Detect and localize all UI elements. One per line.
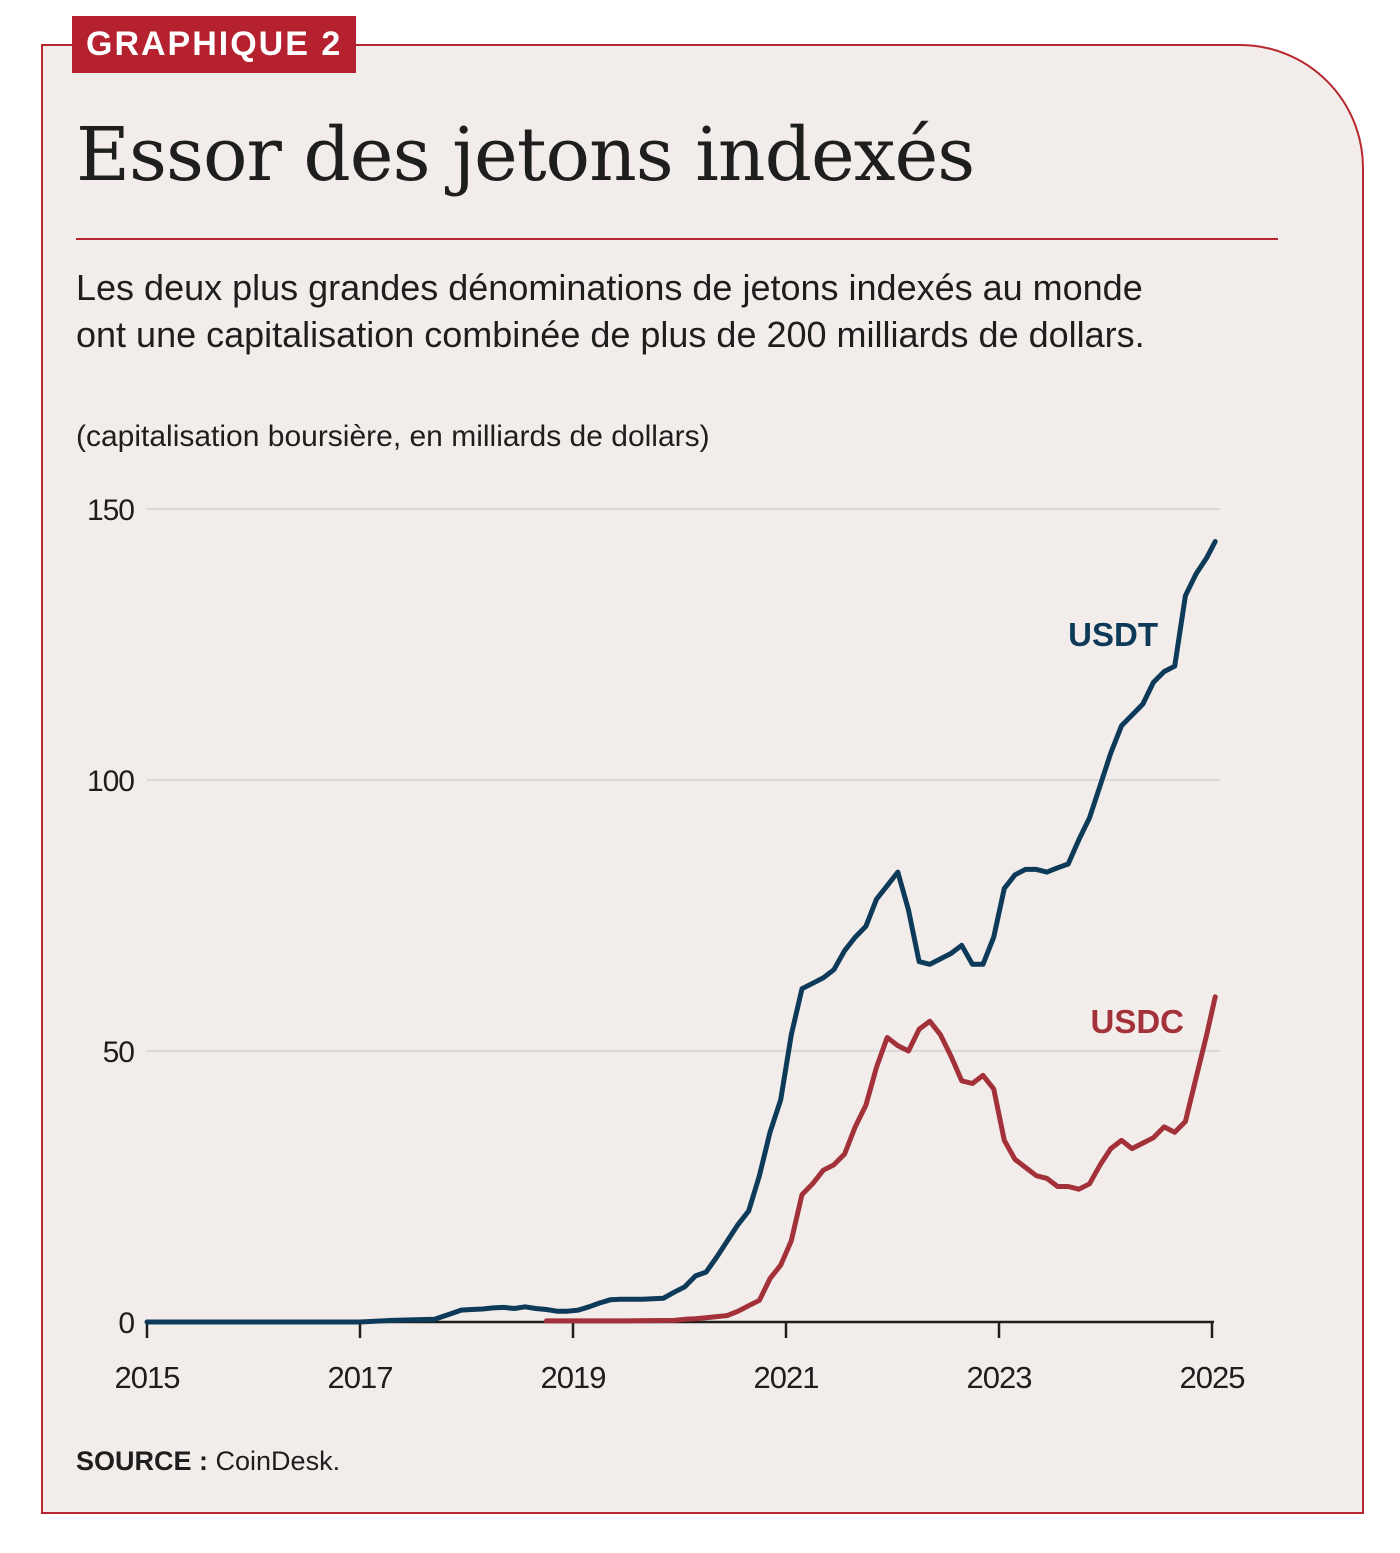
source-label: SOURCE : bbox=[76, 1446, 209, 1476]
title-divider bbox=[76, 238, 1278, 240]
x-tick-label-2017: 2017 bbox=[328, 1360, 393, 1395]
x-tick-label-2025: 2025 bbox=[1180, 1360, 1245, 1395]
y-tick-label-0: 0 bbox=[118, 1307, 134, 1340]
x-axis: 2015 2017 2019 2021 2023 2025 bbox=[115, 1320, 1245, 1395]
x-tick-label-2023: 2023 bbox=[967, 1360, 1032, 1395]
x-tick-label-2021: 2021 bbox=[754, 1360, 819, 1395]
series-label-usdc: USDC bbox=[1090, 1003, 1184, 1040]
series-line-usdc bbox=[543, 994, 1218, 1324]
chart-title: Essor des jetons indexés bbox=[76, 112, 975, 198]
chart-subtitle: Les deux plus grandes dénominations de j… bbox=[76, 267, 1145, 355]
x-tick-label-2019: 2019 bbox=[541, 1360, 606, 1395]
source-text: CoinDesk. bbox=[215, 1446, 341, 1476]
series-lines bbox=[144, 539, 1218, 1325]
y-tick-label-150: 150 bbox=[87, 494, 134, 527]
units-label: (capitalisation boursière, en milliards … bbox=[76, 420, 710, 453]
graphic-badge: GRAPHIQUE 2 bbox=[72, 16, 357, 73]
series-label-usdt: USDT bbox=[1068, 616, 1158, 653]
series-line-usdt bbox=[144, 539, 1218, 1325]
series-labels: USDT USDC bbox=[1068, 616, 1184, 1040]
x-tick-label-2015: 2015 bbox=[115, 1360, 180, 1395]
gridlines bbox=[147, 508, 1220, 1052]
y-axis-labels: 0 50 100 150 bbox=[87, 494, 135, 1340]
source-note: SOURCE : CoinDesk. bbox=[76, 1446, 340, 1477]
y-tick-label-100: 100 bbox=[87, 765, 134, 798]
y-tick-label-50: 50 bbox=[103, 1036, 135, 1069]
